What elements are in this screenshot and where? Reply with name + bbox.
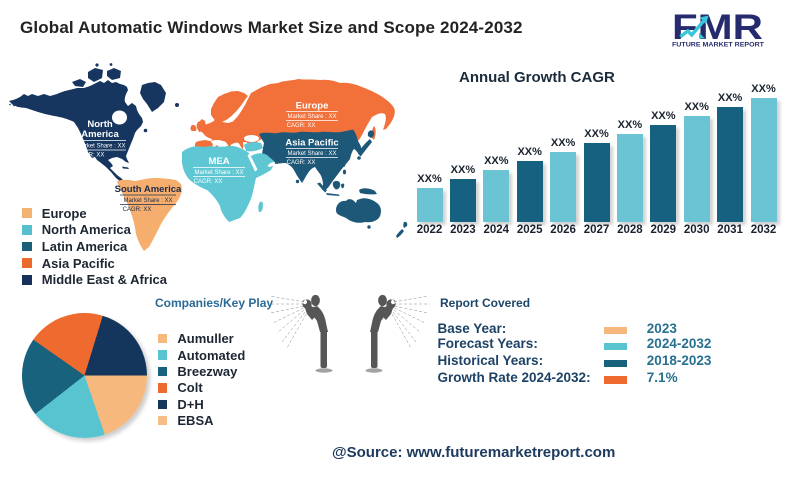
svg-text:FUTURE MARKET REPORT: FUTURE MARKET REPORT	[672, 42, 764, 49]
svg-text:Asia Pacific: Asia Pacific	[285, 138, 338, 149]
svg-text:Europe: Europe	[296, 101, 329, 112]
svg-text:CAGR: XX: CAGR: XX	[123, 207, 152, 213]
svg-text:CAGR: XX: CAGR: XX	[287, 123, 316, 129]
svg-text:CAGR: XX: CAGR: XX	[194, 179, 223, 185]
svg-text:Market Share : XX: Market Share : XX	[76, 144, 125, 150]
svg-text:Market Share : XX: Market Share : XX	[123, 198, 172, 204]
svg-text:South America: South America	[115, 184, 182, 195]
svg-text:Market Share : XX: Market Share : XX	[287, 114, 336, 120]
svg-text:North: North	[87, 119, 113, 130]
svg-text:Market Share : XX: Market Share : XX	[287, 151, 336, 157]
svg-text:Market Share : XX: Market Share : XX	[194, 170, 243, 176]
svg-text:FMR: FMR	[672, 8, 763, 47]
svg-text:America: America	[81, 129, 119, 140]
svg-text:CAGR: XX: CAGR: XX	[287, 160, 316, 166]
svg-text:CAGR: XX: CAGR: XX	[76, 153, 105, 159]
svg-text:MEA: MEA	[208, 156, 229, 167]
